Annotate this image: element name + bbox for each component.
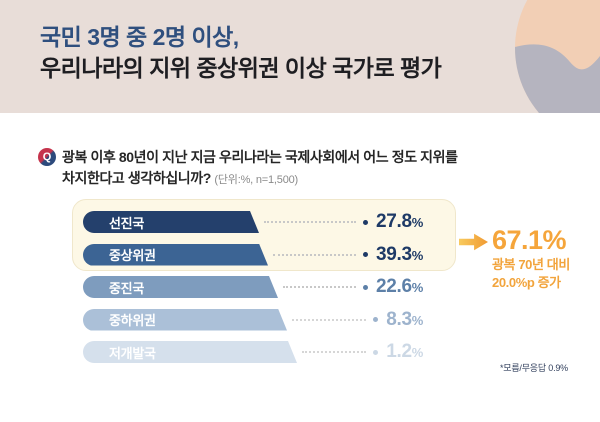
question-text-line1: 광복 이후 80년이 지난 지금 우리나라는 국제사회에서 어느 정도 지위를 — [62, 149, 458, 165]
bar-row: 중하위권 8.3% — [83, 308, 424, 331]
header-banner: 국민 3명 중 2명 이상, 우리나라의 지위 중상위권 이상 국가로 평가 — [0, 0, 600, 113]
percent-sign: % — [411, 247, 424, 263]
bullet-dot — [362, 219, 368, 225]
bullet-dot — [362, 284, 368, 290]
leader-line — [273, 253, 356, 256]
taegeuk-decoration-icon — [515, 0, 600, 113]
percent-sign: % — [411, 345, 424, 360]
bar: 선진국 — [83, 211, 259, 233]
bar-label: 중하위권 — [109, 313, 156, 328]
bullet-dot — [373, 349, 379, 355]
footnote: *모름/무응답 0.9% — [499, 363, 568, 373]
bar-value: 22.6% — [375, 276, 424, 297]
callout-line2: 20.0%p 증가 — [492, 274, 561, 290]
bar-label: 중상위권 — [109, 248, 156, 263]
percent-sign: % — [411, 215, 424, 230]
bar-chart: 선진국 27.8% 중상위권 39.3% 중진국 22.6% 중하위권 — [72, 199, 456, 374]
bar: 저개발국 — [83, 341, 297, 363]
right-arrow-icon — [459, 233, 488, 251]
callout-headline: 67.1% — [492, 225, 567, 255]
bar-value: 27.8% — [375, 211, 424, 232]
bar-value: 39.3% — [375, 243, 424, 265]
bullet-dot — [373, 317, 379, 322]
leader-line — [302, 351, 367, 353]
question-badge-icon: Q — [38, 148, 56, 166]
bar: 중하위권 — [83, 309, 287, 331]
bullet-dot — [362, 252, 368, 257]
callout-line1: 광복 70년 대비 — [492, 257, 570, 272]
bar: 중상위권 — [83, 244, 268, 266]
bar-label: 저개발국 — [109, 345, 156, 361]
bar-row: 선진국 27.8% — [83, 211, 423, 233]
bar: 중진국 — [83, 276, 278, 298]
leader-line — [264, 221, 356, 223]
question-text-line2: 차지한다고 생각하십니까? — [62, 170, 211, 186]
leader-line — [283, 286, 356, 288]
percent-sign: % — [411, 312, 424, 328]
bar-value: 8.3% — [386, 308, 424, 330]
leader-line — [292, 318, 367, 321]
page-title-line2: 우리나라의 지위 중상위권 이상 국가로 평가 — [40, 55, 442, 81]
bar-row: 저개발국 1.2% — [83, 341, 423, 363]
survey-question: Q 광복 이후 80년이 지난 지금 우리나라는 국제사회에서 어느 정도 지위… — [38, 147, 578, 191]
bar-row: 중진국 22.6% — [83, 276, 423, 298]
percent-sign: % — [411, 280, 424, 295]
survey-unit-note: (단위:%, n=1,500) — [214, 174, 299, 186]
bar-value: 1.2% — [386, 341, 424, 362]
page-title-line1: 국민 3명 중 2명 이상, — [40, 24, 239, 50]
bar-label: 선진국 — [109, 215, 144, 231]
bar-row: 중상위권 39.3% — [83, 243, 424, 266]
increase-callout: 67.1% 광복 70년 대비 20.0%p 증가 — [459, 226, 570, 291]
bar-label: 중진국 — [109, 280, 144, 296]
